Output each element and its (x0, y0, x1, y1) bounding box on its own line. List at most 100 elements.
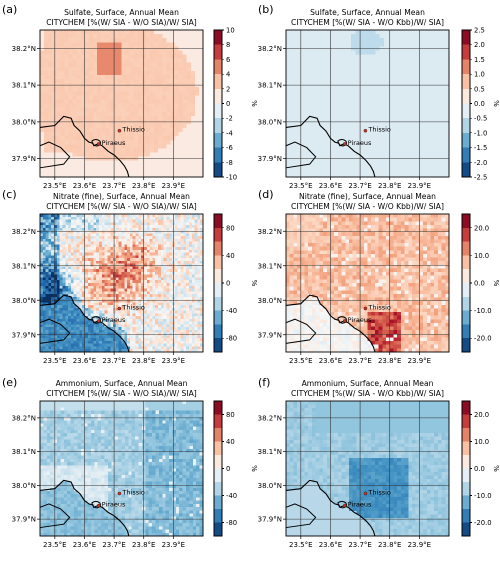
heatmap-cell (436, 128, 442, 133)
heatmap-cell (177, 255, 181, 259)
heatmap-cell (162, 123, 167, 129)
heatmap-cell (391, 160, 397, 166)
heatmap-cell (306, 123, 311, 129)
heatmap-cell (121, 160, 126, 166)
heatmap-cell (97, 38, 102, 43)
heatmap-cell (84, 34, 90, 39)
heatmap-cell (101, 222, 105, 226)
heatmap-cell (190, 70, 196, 76)
heatmap-cell (150, 54, 155, 59)
heatmap-cell (180, 302, 184, 306)
heatmap-cell (355, 34, 360, 39)
heatmap-cell (379, 66, 385, 72)
heatmap-cell (109, 34, 114, 39)
heatmap-cell (371, 164, 376, 170)
heatmap-cell (60, 30, 65, 35)
heatmap-cell (113, 95, 118, 100)
heatmap-cell (93, 269, 97, 273)
heatmap-cell (359, 79, 364, 84)
heatmap-cell (194, 225, 198, 229)
heatmap-cell (141, 236, 145, 240)
heatmap-cell (54, 241, 58, 245)
heatmap-cell (180, 296, 184, 300)
heatmap-cell (174, 299, 179, 303)
heatmap-cell (387, 38, 393, 43)
heatmap-cell (347, 50, 352, 55)
heatmap-cell (391, 107, 397, 113)
heatmap-cell (60, 50, 65, 55)
heatmap-cell (396, 132, 401, 137)
heatmap-cell (129, 258, 134, 262)
heatmap-cell (45, 266, 49, 270)
heatmap-cell (96, 269, 100, 273)
heatmap-cell (338, 30, 344, 35)
heatmap-cell (44, 74, 49, 80)
heatmap-cell (51, 227, 55, 231)
heatmap-cell (65, 214, 69, 218)
heatmap-cell (444, 38, 450, 43)
heatmap-cell (190, 148, 196, 153)
colorbar-tick-label: -0.5 (474, 115, 487, 123)
heatmap-cell (104, 230, 108, 234)
heatmap-cell (135, 274, 139, 278)
heatmap-cell (129, 91, 135, 96)
heatmap-cell (149, 238, 153, 242)
heatmap-cell (129, 302, 134, 306)
heatmap-cell (190, 54, 196, 59)
heatmap-cell (141, 288, 145, 292)
heatmap-cell (440, 148, 446, 153)
heatmap-cell (359, 132, 364, 137)
heatmap-cell (84, 74, 90, 80)
thissio-marker (363, 128, 368, 133)
heatmap-cell (40, 168, 45, 174)
heatmap-cell (190, 160, 196, 166)
heatmap-cell (48, 269, 52, 273)
heatmap-cell (306, 87, 311, 92)
heatmap-cell (60, 74, 65, 80)
heatmap-cell (135, 230, 139, 234)
heatmap-cell (70, 252, 75, 256)
heatmap-cell (52, 172, 57, 178)
heatmap-cell (42, 277, 46, 281)
heatmap-cell (110, 222, 114, 226)
heatmap-cell (428, 30, 434, 35)
heatmap-cell (56, 225, 61, 229)
heatmap-cell (379, 168, 385, 174)
heatmap-cell (42, 241, 46, 245)
heatmap-cell (172, 252, 176, 256)
heatmap-cell (133, 74, 139, 80)
heatmap-cell (54, 269, 58, 273)
heatmap-cell (68, 30, 73, 35)
heatmap-cell (149, 249, 153, 253)
heatmap-cell (155, 280, 159, 284)
heatmap-cell (145, 152, 151, 157)
heatmap-cell (118, 219, 122, 223)
heatmap-cell (432, 148, 438, 153)
heatmap-cell (88, 91, 94, 96)
heatmap-cell (383, 74, 389, 80)
heatmap-cell (400, 172, 405, 178)
heatmap-cell (163, 277, 167, 281)
heatmap-cell (90, 288, 94, 292)
heatmap-cell (138, 227, 142, 231)
heatmap-cell (68, 95, 73, 100)
heatmap-cell (172, 233, 176, 237)
heatmap-cell (62, 238, 66, 242)
heatmap-cell (84, 128, 90, 133)
heatmap-cell (129, 230, 134, 234)
heatmap-cell (48, 103, 53, 108)
heatmap-cell (408, 123, 413, 129)
heatmap-cell (186, 241, 190, 245)
heatmap-cell (40, 140, 45, 145)
colorbar-band (462, 59, 470, 75)
heatmap-cell (76, 70, 82, 76)
heatmap-cell (90, 227, 94, 231)
heatmap-cell (149, 280, 153, 284)
heatmap-cell (51, 305, 55, 309)
heatmap-cell (76, 99, 82, 104)
heatmap-cell (135, 277, 139, 281)
heatmap-cell (149, 269, 153, 273)
heatmap-cell (371, 95, 376, 100)
heatmap-cell (391, 66, 397, 72)
heatmap-cell (101, 74, 106, 80)
